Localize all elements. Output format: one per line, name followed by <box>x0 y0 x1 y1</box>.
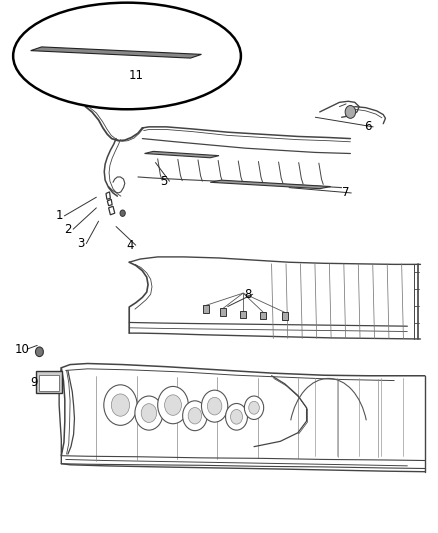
Circle shape <box>249 401 259 414</box>
Polygon shape <box>106 192 110 199</box>
Circle shape <box>345 106 356 118</box>
Circle shape <box>165 395 181 415</box>
Text: 6: 6 <box>364 120 372 133</box>
Polygon shape <box>31 47 201 58</box>
Polygon shape <box>210 180 331 189</box>
Bar <box>282 312 288 320</box>
Polygon shape <box>145 151 219 158</box>
Circle shape <box>120 210 125 216</box>
Circle shape <box>201 390 228 422</box>
Circle shape <box>141 403 157 423</box>
Circle shape <box>183 401 207 431</box>
Bar <box>240 311 246 318</box>
Circle shape <box>35 347 43 357</box>
Circle shape <box>230 409 243 424</box>
Text: 1: 1 <box>55 209 63 222</box>
Polygon shape <box>109 206 115 215</box>
Bar <box>39 375 59 391</box>
Text: 7: 7 <box>342 187 350 199</box>
Text: 4: 4 <box>127 239 134 252</box>
Circle shape <box>111 394 130 416</box>
Bar <box>220 308 226 316</box>
Circle shape <box>208 398 222 415</box>
Text: 8: 8 <box>244 288 251 301</box>
Text: 2: 2 <box>64 223 72 236</box>
Text: 5: 5 <box>161 175 168 188</box>
Text: 11: 11 <box>128 69 143 82</box>
Polygon shape <box>107 199 112 206</box>
Circle shape <box>158 386 188 424</box>
Text: 10: 10 <box>14 343 29 356</box>
Text: 9: 9 <box>30 376 38 389</box>
Circle shape <box>135 396 163 430</box>
Text: 3: 3 <box>78 237 85 250</box>
Bar <box>260 312 266 319</box>
Circle shape <box>226 403 247 430</box>
Circle shape <box>104 385 137 425</box>
Circle shape <box>244 396 264 419</box>
Ellipse shape <box>13 3 241 109</box>
Bar <box>203 305 209 313</box>
Circle shape <box>188 408 201 424</box>
Bar <box>36 371 62 393</box>
